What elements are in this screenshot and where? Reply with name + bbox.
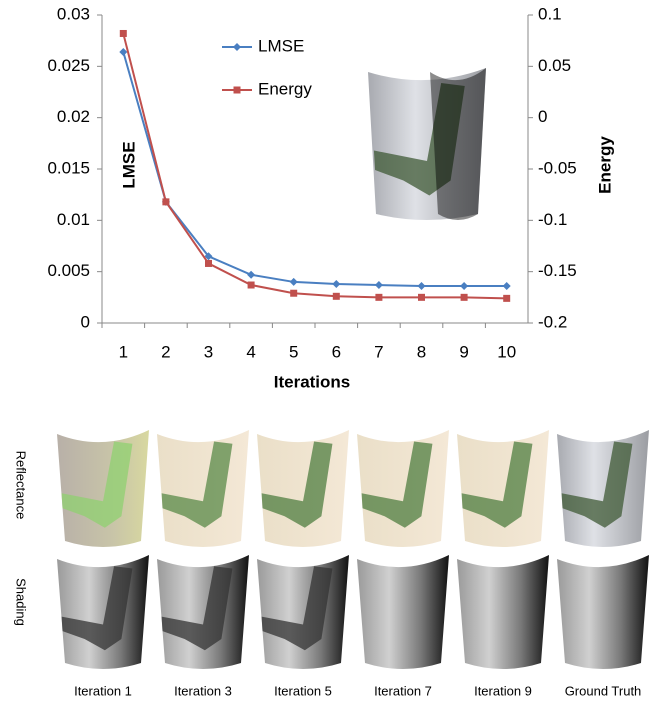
x-tick-label: 5 — [289, 342, 298, 361]
point — [204, 252, 213, 261]
point — [375, 293, 383, 301]
column-label: Iteration 5 — [274, 683, 332, 698]
point — [332, 279, 341, 288]
series-line — [122, 33, 507, 300]
cup-pattern — [261, 441, 333, 528]
cup — [157, 430, 249, 547]
x-axis-title: Iterations — [274, 372, 351, 391]
y2-tick-label: -0.05 — [538, 158, 577, 177]
cup — [357, 555, 449, 669]
column-label: Ground Truth — [565, 683, 642, 698]
legend-marker — [233, 86, 241, 94]
y2-tick-label: 0 — [538, 107, 547, 126]
legend-label: Energy — [258, 79, 312, 98]
y2-tick-label: -0.2 — [538, 312, 567, 331]
cup-shadow — [430, 68, 486, 220]
series-line — [122, 51, 507, 288]
point — [417, 282, 426, 291]
x-tick-label: 7 — [374, 342, 383, 361]
x-tick-label: 6 — [332, 342, 341, 361]
y2-tick-label: 0.1 — [538, 4, 562, 23]
point — [119, 29, 127, 37]
cup — [57, 555, 149, 669]
column-label: Iteration 7 — [374, 683, 432, 698]
y-tick-label: 0.005 — [47, 261, 90, 280]
x-tick-label: 8 — [417, 342, 426, 361]
y-tick-label: 0.01 — [57, 210, 90, 229]
cup-pattern — [161, 441, 233, 528]
cup — [357, 430, 449, 547]
y-axis-title: LMSE — [119, 141, 138, 188]
y-tick-label: 0.02 — [57, 107, 90, 126]
cup-pattern — [561, 441, 633, 528]
x-tick-label: 9 — [459, 342, 468, 361]
point — [247, 270, 256, 279]
row-label: Reflectance — [14, 451, 29, 520]
row-label: Shading — [14, 578, 29, 626]
point — [332, 292, 340, 300]
cup-pattern — [361, 441, 433, 528]
column-label: Iteration 3 — [174, 683, 232, 698]
cup-pattern — [373, 83, 465, 196]
cup — [457, 555, 549, 669]
x-tick-label: 1 — [119, 342, 128, 361]
point — [460, 282, 469, 291]
y2-tick-label: -0.15 — [538, 261, 577, 280]
cup — [157, 555, 249, 669]
y-tick-label: 0.03 — [57, 4, 90, 23]
y2-axis-title: Energy — [595, 136, 614, 194]
point — [247, 281, 255, 289]
y-tick-label: 0.025 — [47, 56, 90, 75]
point — [289, 277, 298, 286]
column-label: Iteration 9 — [474, 683, 532, 698]
y-tick-label: 0.015 — [47, 158, 90, 177]
y2-tick-label: -0.1 — [538, 210, 567, 229]
cup-pattern — [61, 441, 133, 528]
legend-label: LMSE — [258, 36, 304, 55]
point — [374, 281, 383, 290]
y2-tick-label: 0.05 — [538, 56, 571, 75]
x-tick-label: 3 — [204, 342, 213, 361]
cup-pattern — [161, 566, 233, 651]
cup — [57, 430, 149, 547]
column-label: Iteration 1 — [74, 683, 132, 698]
cup — [557, 430, 649, 547]
point — [205, 259, 212, 267]
cup-images — [57, 68, 649, 669]
point — [290, 289, 298, 297]
cup-pattern — [261, 566, 333, 651]
cup-pattern — [61, 566, 133, 651]
x-tick-label: 2 — [161, 342, 170, 361]
point — [460, 293, 468, 301]
cup — [257, 430, 349, 547]
legend-marker — [233, 43, 241, 51]
point — [503, 294, 511, 302]
x-tick-label: 4 — [246, 342, 255, 361]
point — [502, 282, 511, 291]
y-tick-label: 0 — [81, 312, 90, 331]
cup — [557, 555, 649, 669]
x-tick-label: 10 — [497, 342, 516, 361]
cup-pattern — [461, 441, 533, 528]
point — [418, 293, 425, 301]
point — [119, 47, 128, 56]
cup — [257, 555, 349, 669]
point — [162, 198, 170, 206]
cup — [457, 430, 549, 547]
